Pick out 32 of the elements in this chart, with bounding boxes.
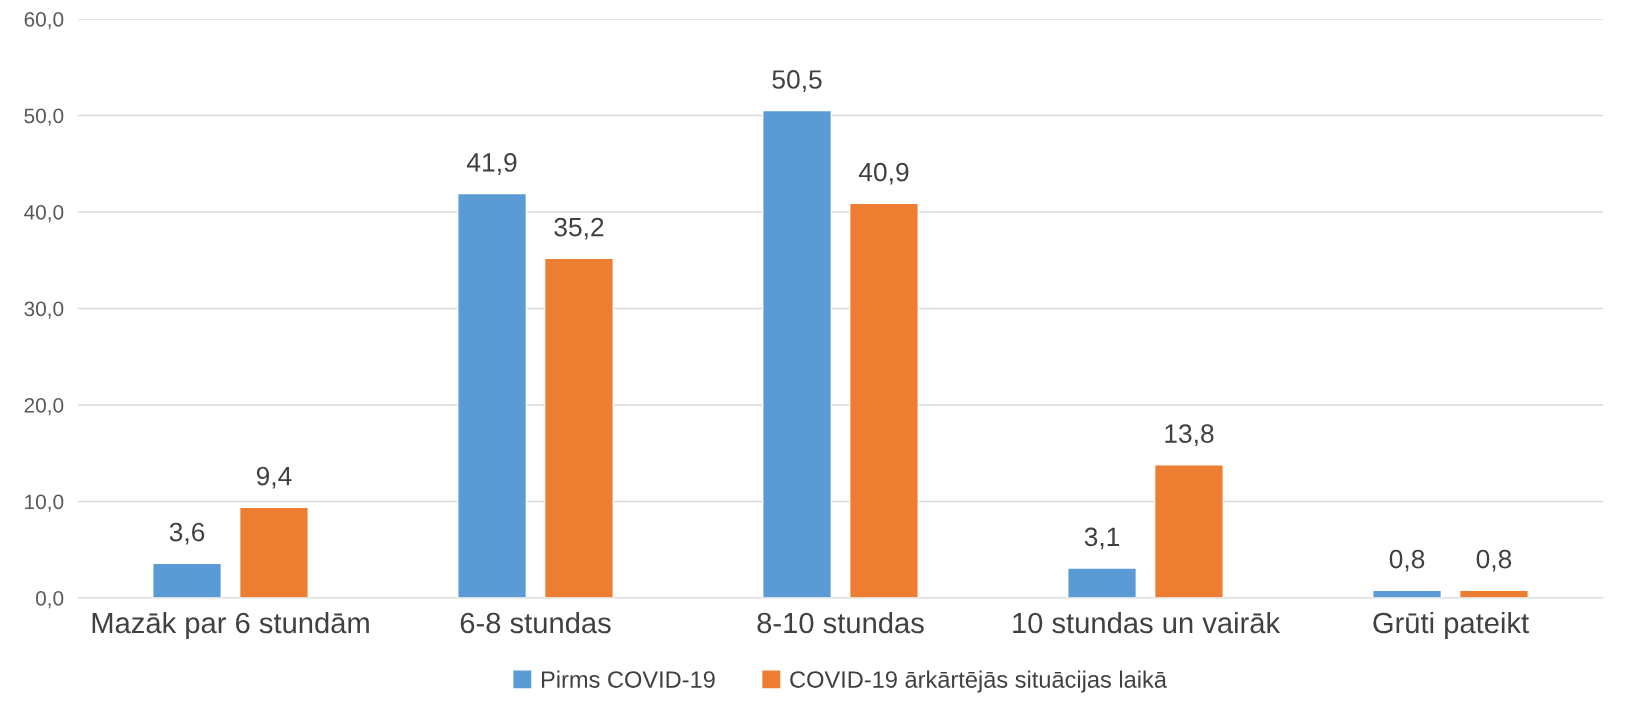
data-label: 0,8 [1476, 549, 1512, 572]
y-tick-label: 40,0 [24, 205, 64, 223]
data-label: 3,6 [169, 522, 205, 545]
bar [543, 257, 614, 598]
y-tick-label: 0,0 [35, 591, 64, 609]
data-label: 0,8 [1389, 549, 1425, 572]
x-tick-label: 6-8 stundas [460, 611, 611, 634]
bar [1153, 464, 1224, 598]
y-tick-label: 10,0 [25, 494, 64, 512]
y-tick-label: 60,0 [24, 12, 64, 30]
bar [1067, 567, 1138, 598]
legend-label: COVID-19 ārkārtējās situācijas laikā [790, 670, 1167, 693]
y-tick-label: 30,0 [24, 301, 64, 319]
data-label: 41,9 [466, 153, 517, 175]
bar [457, 192, 528, 598]
x-tick-label: Grūti pateikt [1373, 611, 1529, 640]
data-label: 9,4 [256, 466, 292, 489]
bar [238, 506, 309, 598]
y-tick-label: 50,0 [24, 108, 64, 126]
bar [152, 562, 223, 598]
data-label: 35,2 [554, 217, 604, 240]
data-label: 13,8 [1165, 424, 1214, 447]
y-tick-label: 20,0 [24, 398, 64, 416]
bar [848, 202, 919, 598]
legend-label: Pirms COVID-19 [541, 670, 715, 688]
x-tick-label: 10 stundas un vairāk [1013, 611, 1281, 634]
data-label: 50,5 [772, 70, 822, 92]
data-label: 40,9 [858, 162, 909, 185]
bar [762, 109, 833, 598]
x-tick-label: 8-10 stundas [757, 611, 924, 634]
x-tick-label: Mazāk par 6 stundām [92, 611, 369, 640]
data-label: 3,1 [1084, 527, 1120, 550]
